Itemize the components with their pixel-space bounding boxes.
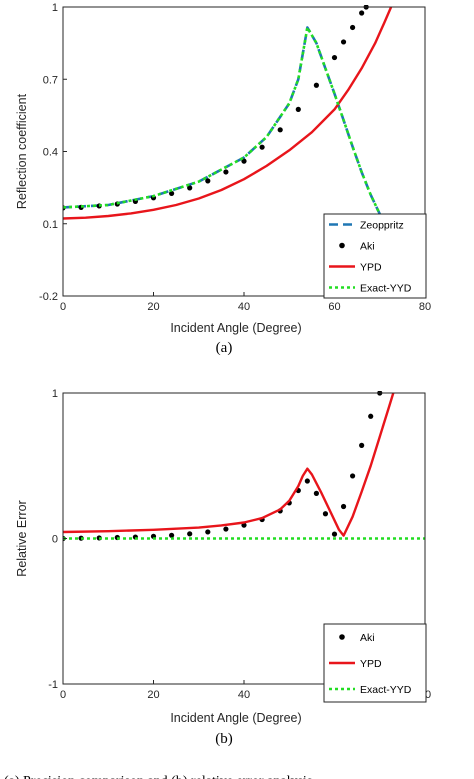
y-tick-label: 1 xyxy=(52,2,58,14)
legend-entry-exact-yyd: Exact-YYD xyxy=(360,283,412,295)
data-point xyxy=(322,511,329,517)
data-point xyxy=(359,10,365,16)
legend-marker-aki xyxy=(339,634,345,640)
data-point xyxy=(350,473,356,479)
data-point xyxy=(368,413,374,419)
data-point xyxy=(205,178,211,184)
x-axis-label: Incident Angle (Degree) xyxy=(170,711,301,725)
data-point xyxy=(223,169,229,175)
data-point xyxy=(359,442,365,448)
x-tick-label: 40 xyxy=(238,301,250,313)
legend-entry-zeoppritz: Zeoppritz xyxy=(360,220,404,232)
data-point xyxy=(277,127,283,133)
data-point xyxy=(304,478,310,484)
data-point xyxy=(259,144,265,150)
y-tick-label: 1 xyxy=(52,388,58,400)
y-tick-label: -1 xyxy=(48,679,58,691)
data-point xyxy=(331,54,338,61)
data-point xyxy=(331,531,338,537)
series-group xyxy=(63,391,425,542)
x-tick-label: 60 xyxy=(328,301,340,313)
x-tick-label: 20 xyxy=(147,689,159,701)
legend-entry-ypd: YPD xyxy=(360,262,382,274)
legend-marker-aki xyxy=(339,242,345,249)
legend: Aki YPD Exact-YYD xyxy=(323,623,427,703)
series-aki-markers xyxy=(63,5,369,211)
data-point xyxy=(187,531,193,537)
x-axis-label: Incident Angle (Degree) xyxy=(170,321,301,335)
y-tick-label: 0.4 xyxy=(43,147,58,159)
data-point xyxy=(340,503,347,510)
y-axis-label: Relative Error xyxy=(15,500,29,576)
data-point xyxy=(313,82,319,88)
data-point xyxy=(187,185,193,191)
series-ypd-line xyxy=(63,392,395,537)
legend-entry-exact-yyd: Exact-YYD xyxy=(360,684,412,696)
data-point xyxy=(223,526,229,532)
legend: Zeoppritz Aki YPD Exact-YYD xyxy=(323,213,427,299)
data-point xyxy=(313,490,319,496)
series-ypd-line xyxy=(63,6,393,220)
chart-panel-a: 0 20 40 60 80 -0.2 0.1 0.4 0.7 1 Incident Angle (D… xyxy=(15,2,431,356)
data-point xyxy=(205,529,211,535)
data-point xyxy=(350,24,356,31)
data-point xyxy=(241,158,247,164)
data-point xyxy=(295,106,301,112)
series-zeoppritz-line xyxy=(63,26,390,223)
x-tick-label: 80 xyxy=(419,301,431,313)
y-tick-label: 0.7 xyxy=(43,74,58,86)
legend-entry-aki: Aki xyxy=(360,241,375,253)
series-group xyxy=(63,5,409,297)
data-point xyxy=(169,532,175,538)
x-tick-label: 20 xyxy=(147,301,159,313)
x-tick-label: 0 xyxy=(60,301,66,313)
x-tick-label: 40 xyxy=(238,689,250,701)
legend-entry-aki: Aki xyxy=(360,632,375,644)
data-point xyxy=(169,190,175,197)
legend-box xyxy=(323,213,427,299)
figure-caption: (a) Precision comparison and (b) relativ… xyxy=(4,774,312,779)
data-point xyxy=(340,39,347,45)
y-axis-label: Reflection coefficient xyxy=(15,93,29,209)
legend-entry-ypd: YPD xyxy=(360,658,382,670)
x-tick-label: 0 xyxy=(60,689,66,701)
panel-label: (b) xyxy=(215,731,233,747)
y-tick-label: -0.2 xyxy=(39,291,58,303)
panel-label: (a) xyxy=(216,340,233,356)
series-exact-yyd-line xyxy=(63,26,409,297)
y-tick-label: 0.1 xyxy=(43,219,58,231)
y-tick-label: 0 xyxy=(52,534,58,546)
